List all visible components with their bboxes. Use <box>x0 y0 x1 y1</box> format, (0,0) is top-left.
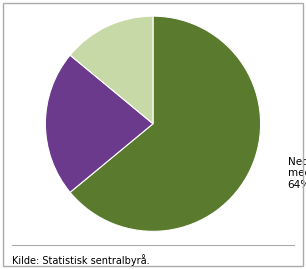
Text: Kilde: Statistisk sentralbyrå.: Kilde: Statistisk sentralbyrå. <box>12 254 150 266</box>
Wedge shape <box>70 16 261 231</box>
Wedge shape <box>70 16 153 124</box>
Wedge shape <box>45 55 153 192</box>
Text: Nedbetalingslån
med pant i bolig
64%: Nedbetalingslån med pant i bolig 64% <box>288 155 306 190</box>
